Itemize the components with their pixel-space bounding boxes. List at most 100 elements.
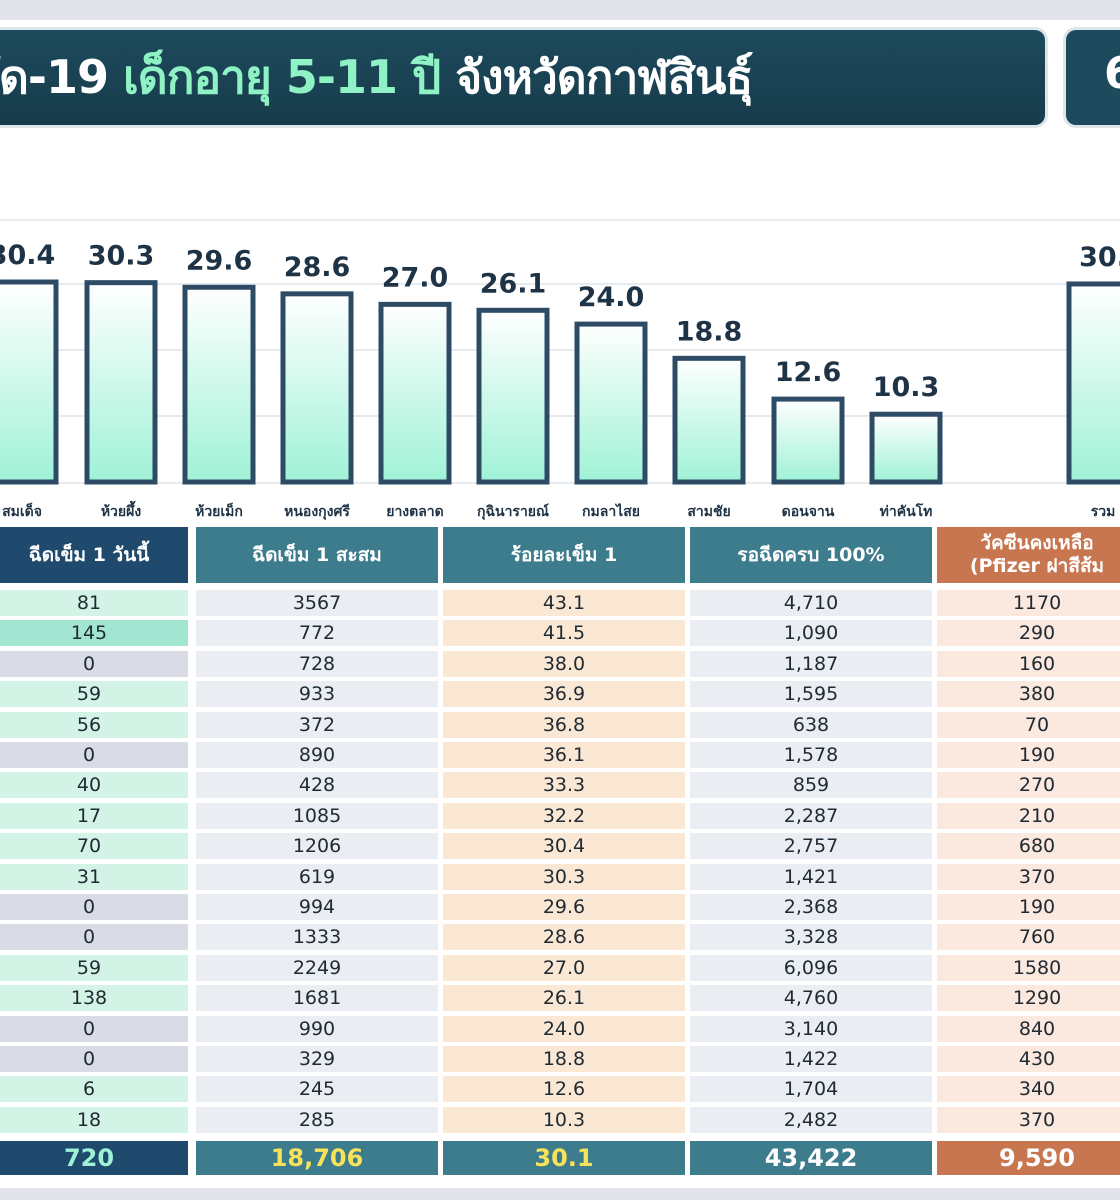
table-cell: 4,710 <box>690 590 932 616</box>
table-cell: 59 <box>0 681 188 708</box>
table-cell: 933 <box>196 681 438 708</box>
table-cell: 0 <box>0 742 188 768</box>
table-cell: 994 <box>196 894 438 920</box>
table-cell: 6 <box>0 1076 188 1103</box>
total-cell: 720 <box>0 1141 188 1176</box>
bar-value-label: 30.3 <box>88 241 155 272</box>
category-label: ยางตลาด <box>386 504 444 520</box>
bar <box>84 280 158 485</box>
table-cell: 2,287 <box>690 802 932 829</box>
table-header: วัคซีนคงเหลือ (Pfizer ฝาสีส้ม <box>937 527 1120 583</box>
table-cell: 3,140 <box>690 1015 932 1042</box>
table-cell: 890 <box>196 742 438 768</box>
bar <box>476 307 550 485</box>
category-label: กุฉินารายณ์ <box>477 503 549 520</box>
table-cell: 1,704 <box>690 1076 932 1103</box>
title-prefix: ัด-19 <box>0 50 109 104</box>
bar <box>771 396 845 485</box>
table-cell: 760 <box>937 924 1120 951</box>
table-cell: 1170 <box>937 590 1120 616</box>
table-cell: 38.0 <box>443 650 685 677</box>
category-label: สมเด็จ <box>2 502 42 520</box>
table-cell: 17 <box>0 802 188 829</box>
table-cell: 772 <box>196 620 438 647</box>
table-cell: 1,090 <box>690 620 932 647</box>
table-cell: 0 <box>0 894 188 920</box>
table-cell: 190 <box>937 894 1120 920</box>
bar-value-label: 26.1 <box>480 268 547 299</box>
table-cell: 728 <box>196 650 438 677</box>
table-cell: 70 <box>937 711 1120 738</box>
table-cell: 1,187 <box>690 650 932 677</box>
table-cell: 24.0 <box>443 1015 685 1042</box>
table-cell: 138 <box>0 985 188 1012</box>
table-cell: 29.6 <box>443 894 685 920</box>
category-label: ท่าคันโท <box>880 502 933 520</box>
bar <box>574 321 648 485</box>
bar <box>672 355 746 485</box>
table-cell: 840 <box>937 1015 1120 1042</box>
category-label: สามชัย <box>687 504 730 520</box>
table-cell: 1,422 <box>690 1046 932 1072</box>
table-header: ฉีดเข็ม 1 วันนี้ <box>0 527 188 583</box>
table-cell: 370 <box>937 863 1120 890</box>
table-cell: 210 <box>937 802 1120 829</box>
table-cell: 2,482 <box>690 1106 932 1133</box>
table-cell: 26.1 <box>443 985 685 1012</box>
table-cell: 41.5 <box>443 620 685 647</box>
table-cell: 329 <box>196 1046 438 1072</box>
table-cell: 270 <box>937 772 1120 799</box>
table-cell: 1206 <box>196 833 438 860</box>
category-label: ดอนจาน <box>782 504 835 520</box>
bar <box>182 284 256 485</box>
table-cell: 245 <box>196 1076 438 1103</box>
table-cell: 33.3 <box>443 772 685 799</box>
table-cell: 30.4 <box>443 833 685 860</box>
table-cell: 18 <box>0 1106 188 1133</box>
category-label: กมลาไสย <box>582 502 640 520</box>
table-cell: 638 <box>690 711 932 738</box>
table-header: รอฉีดครบ 100% <box>690 527 932 583</box>
title-suffix: จังหวัดกาฬสินธุ์ <box>455 50 753 104</box>
table-cell: 43.1 <box>443 590 685 616</box>
table-cell: 27.0 <box>443 954 685 981</box>
table-cell: 990 <box>196 1015 438 1042</box>
table-cell: 12.6 <box>443 1076 685 1103</box>
table-cell: 428 <box>196 772 438 799</box>
date-box: 6 <box>1066 30 1120 125</box>
table-cell: 285 <box>196 1106 438 1133</box>
table-cell: 18.8 <box>443 1046 685 1072</box>
table-cell: 859 <box>690 772 932 799</box>
table-cell: 340 <box>937 1076 1120 1103</box>
bar-value-label: 27.0 <box>382 262 449 293</box>
table-cell: 680 <box>937 833 1120 860</box>
bar <box>869 411 943 485</box>
table-cell: 145 <box>0 620 188 647</box>
category-label: ห้วยเม็ก <box>195 502 243 520</box>
table-cell: 380 <box>937 681 1120 708</box>
table-cell: 28.6 <box>443 924 685 951</box>
bar-value-label: 30. <box>1079 242 1120 273</box>
table-cell: 2,368 <box>690 894 932 920</box>
table-cell: 1681 <box>196 985 438 1012</box>
bar <box>280 291 354 485</box>
page-title: ัด-19 เด็กอายุ 5-11 ปี จังหวัดกาฬสินธุ์ <box>0 41 753 114</box>
total-cell: 43,422 <box>690 1141 932 1176</box>
table-cell: 1333 <box>196 924 438 951</box>
category-label: ห้วยผึ้ง <box>101 500 141 520</box>
table-cell: 32.2 <box>443 802 685 829</box>
table-cell: 56 <box>0 711 188 738</box>
table-cell: 190 <box>937 742 1120 768</box>
table-cell: 59 <box>0 954 188 981</box>
table-cell: 430 <box>937 1046 1120 1072</box>
table-header: ฉีดเข็ม 1 สะสม <box>196 527 438 583</box>
table-cell: 1580 <box>937 954 1120 981</box>
table-cell: 2,757 <box>690 833 932 860</box>
table-cell: 81 <box>0 590 188 616</box>
table-cell: 70 <box>0 833 188 860</box>
bar-chart: 30.4 สมเด็จ 30.3 ห้วยผึ้ง 29.6 ห้วยเม็ก 28.6 หน… <box>0 219 1120 520</box>
table-cell: 30.3 <box>443 863 685 890</box>
table-cell: 10.3 <box>443 1106 685 1133</box>
table-cell: 36.8 <box>443 711 685 738</box>
date-box-text: 6 <box>1104 48 1120 99</box>
